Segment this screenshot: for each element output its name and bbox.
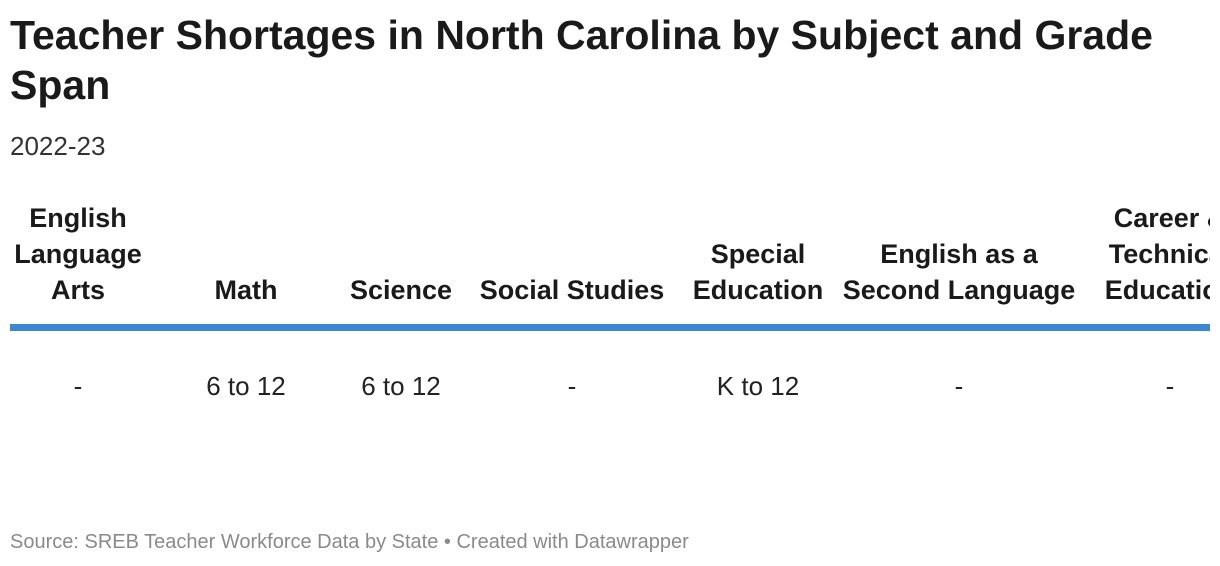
cell-special-education: K to 12 xyxy=(716,371,800,401)
cell-social-studies: - xyxy=(567,371,577,401)
column-header-special-education: Special Education xyxy=(688,200,828,331)
column-header-science: Science xyxy=(346,200,456,331)
source-footer: Source: SREB Teacher Workforce Data by S… xyxy=(10,531,689,553)
cell-english-language-arts: - xyxy=(73,371,83,401)
shortage-table: English Language Arts Math Science Socia… xyxy=(10,200,1210,441)
cell-math: 6 to 12 xyxy=(206,371,286,401)
column-header-english-language-arts: English Language Arts xyxy=(10,200,146,331)
column-header-esl: English as a Second Language xyxy=(828,200,1090,331)
column-header-math: Math xyxy=(146,200,346,331)
chart-title: Teacher Shortages in North Carolina by S… xyxy=(10,12,1153,108)
header-row: English Language Arts Math Science Socia… xyxy=(10,200,1210,331)
column-header-social-studies: Social Studies xyxy=(456,200,688,331)
column-header-career-technical-education: Career & Technical Education xyxy=(1090,200,1210,331)
table-row: - 6 to 12 6 to 12 - K to 12 - - xyxy=(10,328,1210,442)
cell-esl: - xyxy=(954,371,964,401)
table-container: English Language Arts Math Science Socia… xyxy=(10,200,1210,490)
cell-career-technical-education: - xyxy=(1165,371,1175,401)
chart-subtitle: 2022-23 xyxy=(10,131,106,161)
cell-science: 6 to 12 xyxy=(361,371,441,401)
